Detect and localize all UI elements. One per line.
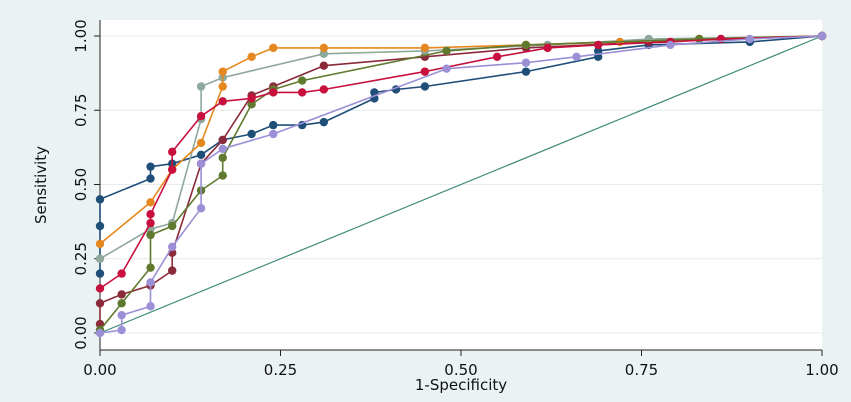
x-axis-title: 1-Specificity (415, 376, 507, 394)
data-point (218, 171, 227, 180)
data-point (146, 210, 155, 219)
series-7 (95, 31, 827, 338)
data-point (218, 135, 227, 145)
data-point (572, 52, 581, 61)
data-point (168, 266, 177, 275)
y-tick-label: 0.75 (72, 94, 90, 127)
data-point (442, 64, 451, 73)
data-point (95, 299, 105, 308)
y-tick-label: 0.50 (72, 168, 90, 201)
y-tick-label: 1.00 (72, 19, 90, 52)
data-point (168, 165, 177, 174)
data-point (269, 43, 278, 53)
data-point (297, 88, 307, 97)
data-point (117, 290, 126, 299)
data-point (420, 43, 430, 53)
data-point (269, 88, 278, 97)
data-point (420, 82, 430, 91)
data-point (247, 100, 256, 109)
data-point (420, 67, 430, 76)
data-point (247, 129, 256, 139)
data-point (117, 325, 126, 335)
data-point (319, 49, 329, 59)
series-6 (95, 31, 827, 293)
data-point (95, 328, 105, 338)
y-tick-label: 0.25 (72, 242, 90, 275)
data-point (146, 174, 155, 183)
data-point (269, 120, 278, 130)
data-point (319, 117, 329, 127)
y-tick-labels: 0.00 0.25 0.50 0.75 1.00 (72, 19, 90, 349)
data-point (269, 129, 278, 139)
series-layer (95, 31, 827, 338)
data-point (666, 40, 675, 50)
data-point (319, 85, 329, 94)
data-point (196, 82, 206, 91)
data-point (593, 40, 603, 50)
data-point (218, 82, 227, 91)
data-point (168, 147, 177, 157)
data-point (521, 67, 531, 76)
data-point (543, 43, 552, 53)
reference-diagonal (99, 35, 823, 334)
data-point (196, 111, 206, 121)
x-tick-label: 0.00 (83, 361, 116, 379)
data-point (297, 76, 307, 85)
data-point (95, 269, 105, 278)
data-point (492, 52, 502, 61)
series-line (99, 35, 823, 334)
data-point (95, 239, 105, 249)
data-point (247, 52, 256, 61)
data-point (218, 144, 227, 154)
data-point (95, 254, 105, 263)
data-point (146, 230, 155, 240)
x-tick-labels: 0.00 0.25 0.50 0.75 1.00 (83, 361, 838, 379)
x-tick-label: 1.00 (805, 361, 838, 379)
data-point (146, 302, 155, 311)
data-point (319, 61, 329, 70)
data-point (117, 269, 126, 278)
x-tick-label: 0.50 (444, 361, 477, 379)
data-point (593, 46, 603, 56)
data-point (196, 159, 206, 168)
data-point (95, 284, 105, 293)
x-tick-label: 0.75 (625, 361, 658, 379)
y-tick-label: 0.00 (72, 316, 90, 349)
data-point (146, 198, 155, 207)
data-point (521, 58, 531, 67)
data-point (146, 218, 155, 228)
data-point (95, 195, 105, 204)
data-point (247, 94, 256, 103)
reference-line (99, 35, 823, 334)
data-point (95, 221, 105, 231)
data-point (146, 263, 155, 272)
data-point (442, 46, 451, 56)
data-point (168, 221, 177, 231)
data-point (196, 150, 206, 159)
data-point (146, 162, 155, 171)
data-point (218, 153, 227, 162)
data-point (218, 67, 227, 76)
data-point (817, 31, 827, 41)
data-point (146, 278, 155, 287)
y-axis-title: Sensitivity (32, 146, 50, 224)
data-point (117, 310, 126, 320)
data-point (745, 34, 754, 44)
data-point (168, 242, 177, 252)
data-point (521, 40, 531, 50)
data-point (319, 43, 329, 53)
data-point (218, 97, 227, 106)
x-tick-label: 0.25 (264, 361, 297, 379)
data-point (117, 299, 126, 308)
data-point (196, 138, 206, 148)
data-point (196, 204, 206, 213)
